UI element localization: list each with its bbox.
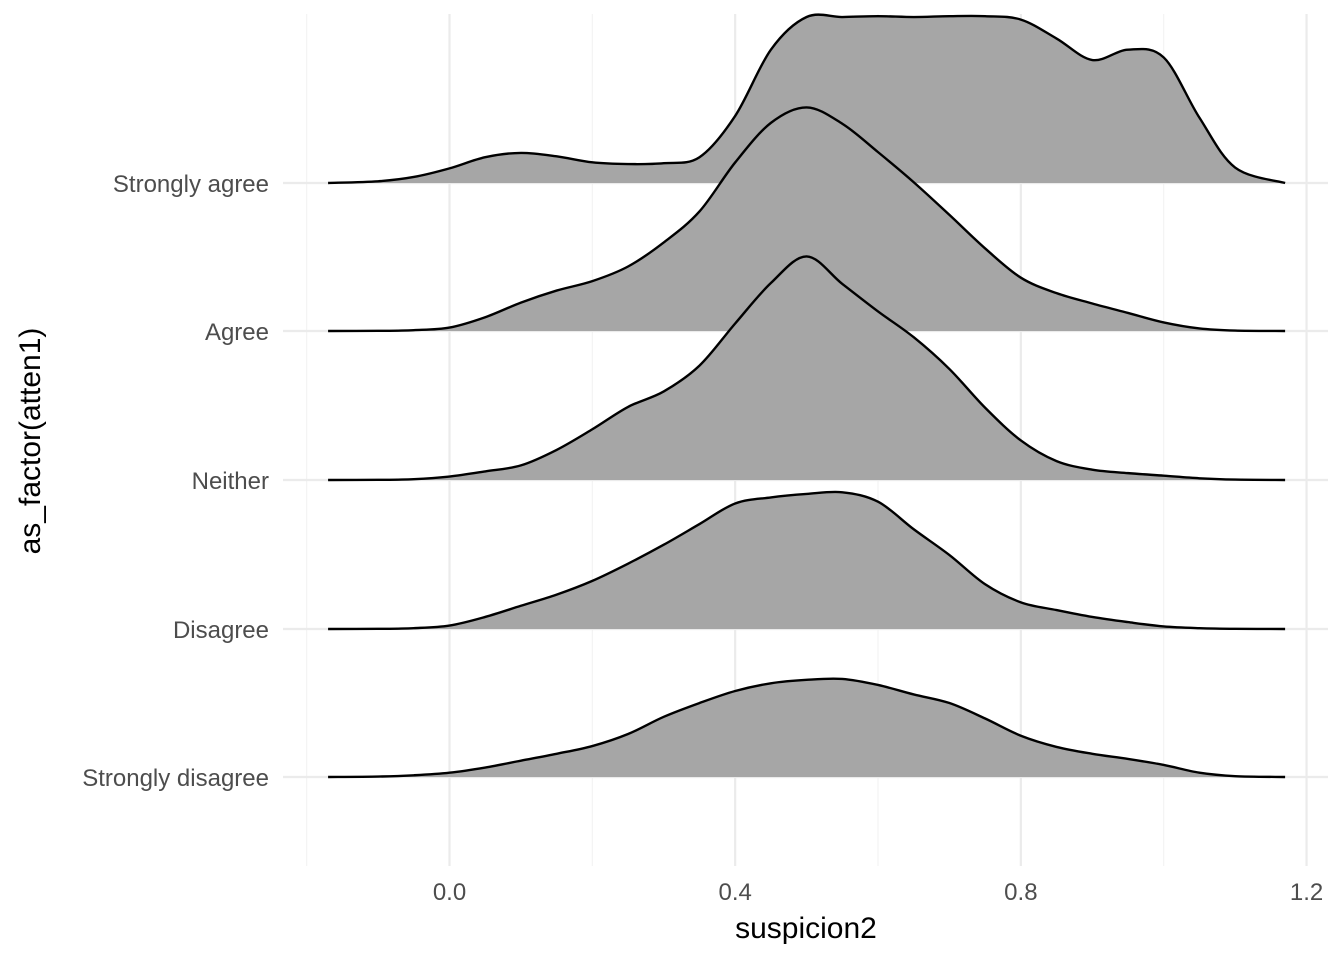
x-tick-label: 0.8 [1004,879,1037,906]
ridge-line-disagree [328,490,1286,631]
ridge-fill-neither [328,256,1286,480]
ridge-line-strongly-disagree [328,677,1286,779]
ridge-fill-agree [328,107,1286,331]
y-axis-title: as_factor(atten1) [14,328,47,555]
y-tick-label: Agree [205,319,269,346]
x-tick-label: 1.2 [1290,879,1323,906]
y-tick-label: Disagree [173,617,269,644]
y-tick-labels: Strongly disagree Disagree Neither Agree Str… [82,171,269,792]
ridge-line-neither [328,255,1286,482]
ridge-line-agree [328,106,1286,333]
y-tick-label: Strongly agree [113,171,269,198]
x-tick-label: 0.0 [433,879,466,906]
ridge-fill-disagree [328,491,1286,629]
y-tick-label: Neither [192,468,269,495]
ridges [328,13,1286,779]
ridge-fill-strongly-agree [328,14,1286,184]
ridge-line-strongly-agree [328,13,1286,185]
y-tick-label: Strongly disagree [82,765,269,792]
x-tick-label: 0.4 [718,879,751,906]
x-tick-labels: 0.0 0.4 0.8 1.2 [433,879,1323,906]
x-axis-title: suspicion2 [735,912,877,945]
